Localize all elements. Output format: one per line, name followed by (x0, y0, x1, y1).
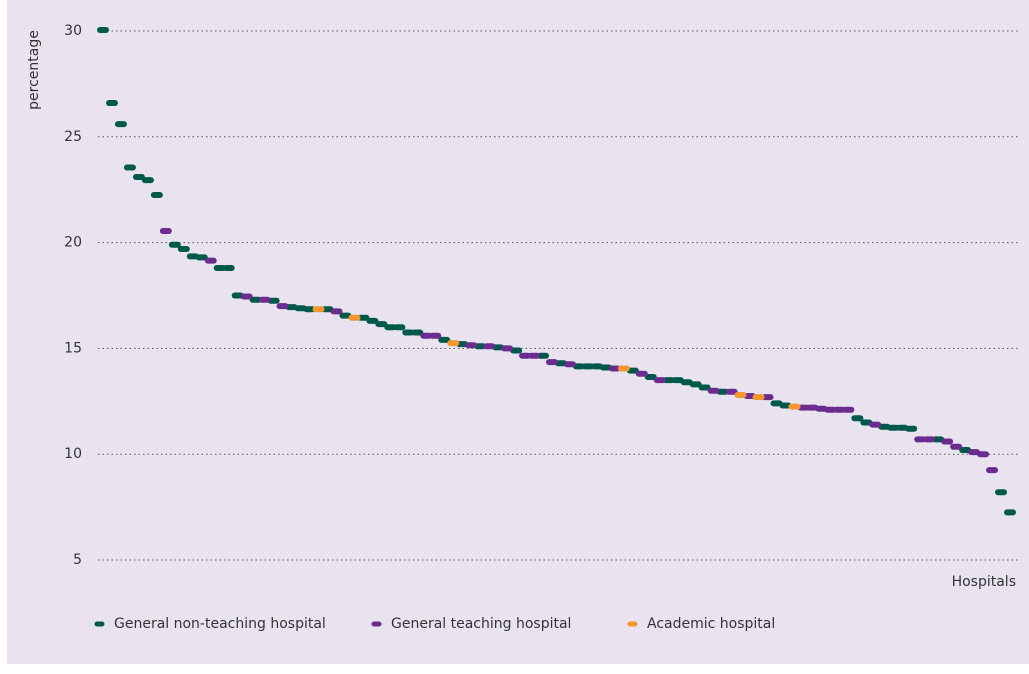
legend-label: Academic hospital (647, 616, 775, 632)
y-tick-label: 15 (64, 340, 82, 356)
y-axis-label: percentage (26, 30, 42, 110)
panel (7, 0, 1029, 664)
y-tick-label: 20 (64, 235, 82, 251)
x-axis-label: Hospitals (952, 574, 1016, 590)
y-tick-label: 5 (73, 552, 82, 568)
legend-label: General non-teaching hospital (114, 616, 326, 632)
legend-label: General teaching hospital (391, 616, 571, 632)
y-tick-label: 25 (64, 129, 82, 145)
y-tick-label: 30 (64, 23, 82, 39)
y-tick-label: 10 (64, 446, 82, 462)
